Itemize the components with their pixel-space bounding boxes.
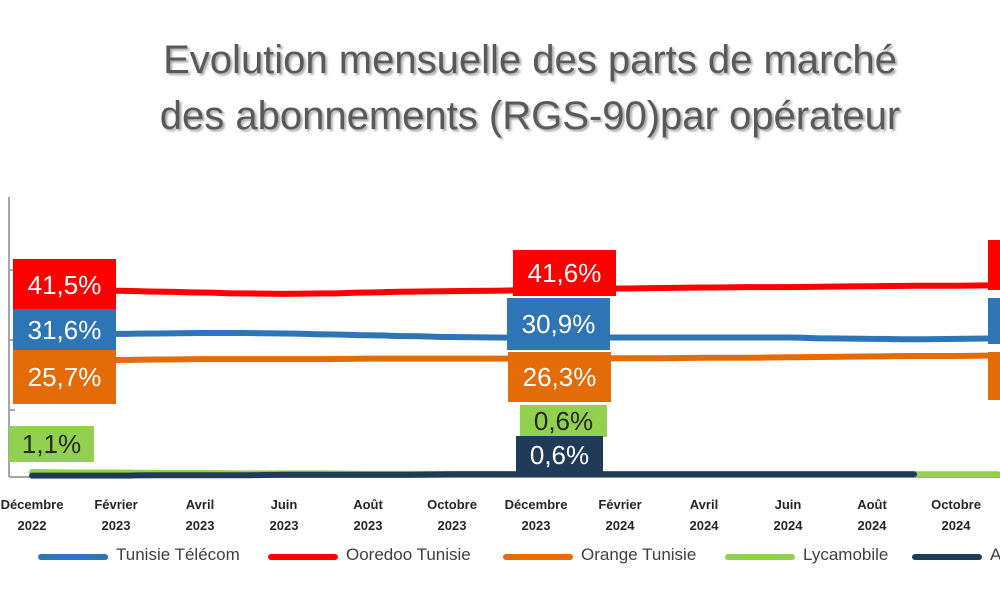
legend-label-lycamobile: Lycamobile xyxy=(803,545,889,564)
data-label-orange-tunisie-0: 25,7% xyxy=(13,350,116,404)
data-label-box-2 xyxy=(13,350,116,404)
x-tick-label-2: Avril 2023 xyxy=(186,497,215,533)
data-label-box-clipped-tunisie-telecom xyxy=(988,298,1000,344)
x-tick-label-4: Août 2023 xyxy=(353,497,383,533)
x-tick-label-7: Février 2024 xyxy=(598,497,641,533)
data-label-box-0 xyxy=(13,259,116,311)
x-tick-label-0: Décembre 2022 xyxy=(1,497,64,533)
legend-label-ooredoo-tunisie: Ooredoo Tunisie xyxy=(346,545,471,564)
x-tick-label-1: Février 2023 xyxy=(94,497,137,533)
data-label-text-1: 31,6% xyxy=(28,315,102,345)
data-label-box-1 xyxy=(13,309,116,351)
data-label-tunisie-telecom-12: 30,9% xyxy=(507,298,610,350)
x-tick-label-5: Octobre 2023 xyxy=(427,497,477,533)
data-label-box-4 xyxy=(513,250,616,296)
data-label-text-0: 41,5% xyxy=(28,270,102,300)
x-tick-label-10: Août 2024 xyxy=(857,497,887,533)
legend-swatch-orange-tunisie xyxy=(503,554,573,560)
data-label-box-7 xyxy=(520,405,607,437)
data-label-tunisie-telecom-0: 31,6% xyxy=(13,309,116,351)
data-label-text-7: 0,6% xyxy=(534,406,593,436)
data-label-box-5 xyxy=(507,298,610,350)
x-tick-label-11: Octobre 2024 xyxy=(931,497,981,533)
data-label-box-6 xyxy=(508,352,611,402)
legend-swatch-tunisie-telecom xyxy=(38,554,108,560)
chart-title-line1: Evolution mensuelle des parts de marché xyxy=(163,38,897,82)
x-tick-label-8: Avril 2024 xyxy=(690,497,720,533)
legend-label-orange-tunisie: Orange Tunisie xyxy=(581,545,697,564)
data-label-text-5: 30,9% xyxy=(522,309,596,339)
data-label-text-8: 0,6% xyxy=(530,440,589,470)
data-label-lycamobile-12: 0,6% xyxy=(520,405,607,437)
data-label-a-12: 0,6% xyxy=(516,436,603,474)
data-label-ooredoo-tunisie-0: 41,5% xyxy=(13,259,116,311)
chart-title-line2: des abonnements (RGS-90)par opérateur xyxy=(159,94,901,138)
data-label-box-8 xyxy=(516,436,603,474)
series-line-a xyxy=(29,471,917,479)
legend-label-a: A xyxy=(990,545,1000,564)
data-label-text-4: 41,6% xyxy=(528,258,602,288)
data-label-orange-tunisie-12: 26,3% xyxy=(508,352,611,402)
legend-swatch-lycamobile xyxy=(725,554,795,560)
x-tick-label-6: Décembre 2023 xyxy=(505,497,568,533)
legend-label-tunisie-telecom: Tunisie Télécom xyxy=(116,545,240,564)
data-label-box-clipped-orange xyxy=(988,352,1000,400)
data-label-text-6: 26,3% xyxy=(523,362,597,392)
x-tick-label-9: Juin 2024 xyxy=(774,497,804,533)
data-label-box-clipped-ooredoo xyxy=(988,240,1000,290)
legend-swatch-ooredoo-tunisie xyxy=(268,554,338,560)
legend-swatch-a xyxy=(912,554,982,560)
data-label-text-3: 1,1% xyxy=(22,429,81,459)
data-label-lycamobile-0: 1,1% xyxy=(9,426,94,462)
data-label-ooredoo-tunisie-12: 41,6% xyxy=(513,250,616,296)
x-tick-label-3: Juin 2023 xyxy=(270,497,299,533)
data-label-text-2: 25,7% xyxy=(28,362,102,392)
data-label-box-3 xyxy=(9,426,94,462)
